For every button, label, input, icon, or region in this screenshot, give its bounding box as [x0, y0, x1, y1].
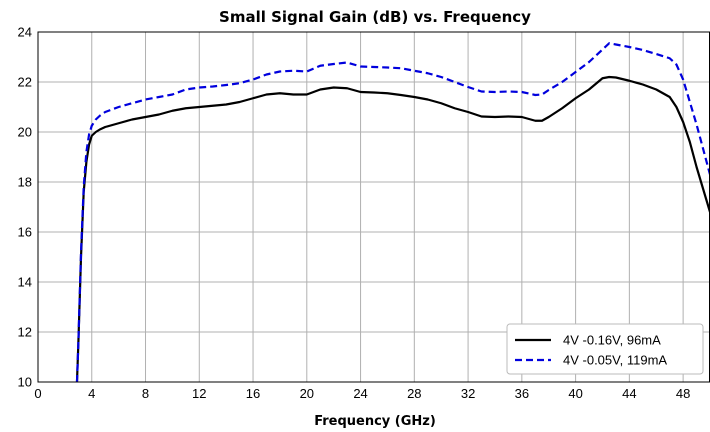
- chart-title: Small Signal Gain (dB) vs. Frequency: [219, 8, 531, 26]
- x-tick-label: 40: [568, 386, 582, 401]
- y-tick-label: 10: [18, 375, 32, 390]
- x-tick-label: 4: [88, 386, 95, 401]
- y-tick-label: 20: [18, 125, 32, 140]
- x-tick-label: 48: [676, 386, 690, 401]
- series-line-2: [75, 42, 710, 382]
- x-tick-label: 36: [515, 386, 529, 401]
- y-tick-label: 18: [18, 175, 32, 190]
- x-tick-label: 12: [192, 386, 206, 401]
- legend: 4V -0.16V, 96mA 4V -0.05V, 119mA: [506, 323, 704, 375]
- x-tick-label: 20: [300, 386, 314, 401]
- x-tick-label: 0: [34, 386, 41, 401]
- legend-box: [506, 323, 704, 375]
- x-axis-title: Frequency (GHz): [314, 414, 436, 429]
- x-tick-label: 44: [622, 386, 636, 401]
- y-tick-label: 12: [18, 325, 32, 340]
- legend-label-2: 4V -0.05V, 119mA: [563, 353, 667, 368]
- series-layer: [75, 42, 710, 382]
- x-tick-label: 24: [353, 386, 367, 401]
- x-tick-label: 28: [407, 386, 421, 401]
- x-tick-label: 8: [142, 386, 149, 401]
- legend-label-1: 4V -0.16V, 96mA: [563, 333, 661, 348]
- y-tick-label: 24: [18, 25, 32, 40]
- y-tick-label: 16: [18, 225, 32, 240]
- series-line-1: [75, 75, 710, 382]
- y-tick-label: 14: [18, 275, 32, 290]
- y-tick-label: 22: [18, 75, 32, 90]
- x-tick-label: 16: [246, 386, 260, 401]
- x-tick-label: 32: [461, 386, 475, 401]
